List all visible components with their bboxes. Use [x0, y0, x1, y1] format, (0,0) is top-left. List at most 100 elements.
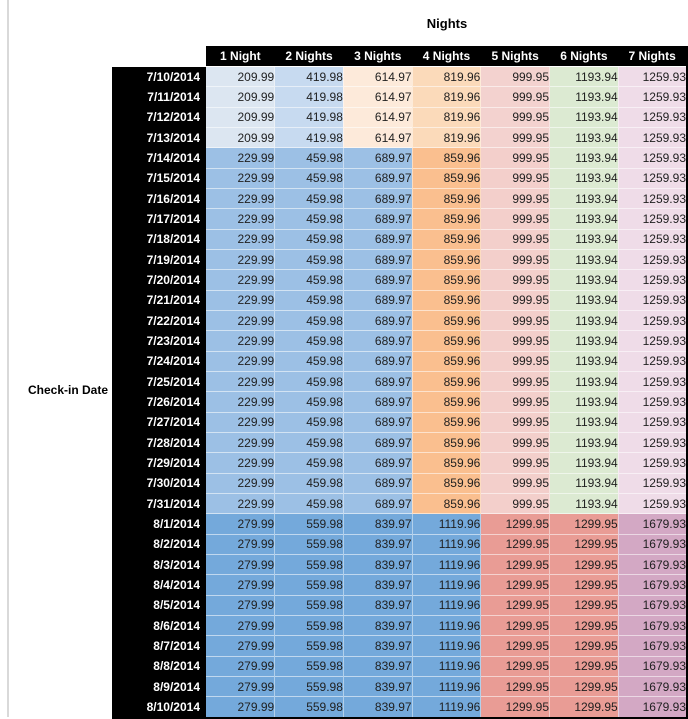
price-cell[interactable]: 1259.93 [617, 147, 688, 169]
price-cell[interactable]: 459.98 [274, 350, 344, 372]
price-cell[interactable]: 459.98 [274, 208, 344, 230]
price-cell[interactable]: 1119.96 [411, 655, 481, 677]
row-header-date[interactable]: 7/25/2014 [112, 371, 206, 392]
price-cell[interactable]: 1259.93 [617, 452, 688, 474]
column-header-7-nights[interactable]: 7 Nights [618, 46, 688, 67]
price-cell[interactable]: 999.95 [480, 431, 550, 453]
price-cell[interactable]: 859.96 [411, 431, 481, 453]
price-cell[interactable]: 689.97 [342, 370, 413, 392]
row-header-date[interactable]: 7/22/2014 [112, 310, 206, 331]
price-cell[interactable]: 1299.95 [549, 675, 619, 697]
price-cell[interactable]: 839.97 [342, 696, 413, 719]
price-cell[interactable]: 859.96 [411, 370, 481, 392]
price-cell[interactable]: 859.96 [411, 147, 481, 169]
price-cell[interactable]: 839.97 [342, 533, 413, 555]
row-header-date[interactable]: 8/6/2014 [112, 615, 206, 636]
price-cell[interactable]: 229.99 [206, 289, 275, 311]
row-header-date[interactable]: 7/23/2014 [112, 330, 206, 352]
row-header-date[interactable]: 7/30/2014 [112, 473, 206, 494]
price-cell[interactable]: 999.95 [480, 289, 550, 311]
price-cell[interactable]: 859.96 [411, 411, 481, 433]
row-header-date[interactable]: 7/29/2014 [112, 452, 206, 474]
price-cell[interactable]: 459.98 [274, 248, 344, 270]
price-cell[interactable]: 1259.93 [617, 431, 688, 453]
price-cell[interactable]: 689.97 [342, 147, 413, 169]
price-cell[interactable]: 839.97 [342, 513, 413, 535]
price-cell[interactable]: 689.97 [342, 228, 413, 250]
price-cell[interactable]: 229.99 [206, 330, 275, 352]
row-header-date[interactable]: 8/7/2014 [112, 635, 206, 657]
price-cell[interactable]: 689.97 [342, 452, 413, 474]
price-cell[interactable]: 1259.93 [617, 228, 688, 250]
price-cell[interactable]: 1299.95 [549, 614, 619, 636]
row-header-date[interactable]: 7/21/2014 [112, 290, 206, 311]
price-cell[interactable]: 859.96 [411, 391, 481, 413]
price-cell[interactable]: 229.99 [206, 187, 275, 209]
price-cell[interactable]: 459.98 [274, 492, 344, 514]
price-cell[interactable]: 1193.94 [549, 492, 619, 514]
price-cell[interactable]: 1193.94 [549, 147, 619, 169]
price-cell[interactable]: 1299.95 [480, 614, 550, 636]
row-header-date[interactable]: 7/19/2014 [112, 249, 206, 270]
price-cell[interactable]: 1259.93 [617, 370, 688, 392]
price-cell[interactable]: 1299.95 [549, 513, 619, 535]
price-cell[interactable]: 1299.95 [480, 696, 550, 719]
price-cell[interactable]: 279.99 [206, 696, 275, 719]
price-cell[interactable]: 689.97 [342, 289, 413, 311]
price-cell[interactable]: 999.95 [480, 126, 550, 148]
price-cell[interactable]: 1679.93 [617, 594, 688, 616]
price-cell[interactable]: 1193.94 [549, 289, 619, 311]
price-cell[interactable]: 209.99 [206, 86, 275, 108]
price-cell[interactable]: 1259.93 [617, 492, 688, 514]
price-cell[interactable]: 999.95 [480, 228, 550, 250]
price-cell[interactable]: 859.96 [411, 330, 481, 352]
price-cell[interactable]: 1679.93 [617, 635, 688, 657]
price-cell[interactable]: 1679.93 [617, 513, 688, 535]
row-header-date[interactable]: 7/27/2014 [112, 412, 206, 433]
price-cell[interactable]: 229.99 [206, 147, 275, 169]
price-cell[interactable]: 229.99 [206, 492, 275, 514]
price-cell[interactable]: 229.99 [206, 370, 275, 392]
column-header-2-nights[interactable]: 2 Nights [274, 46, 344, 67]
price-cell[interactable]: 859.96 [411, 350, 481, 372]
price-cell[interactable]: 1679.93 [617, 655, 688, 677]
price-cell[interactable]: 419.98 [274, 126, 344, 148]
price-cell[interactable]: 689.97 [342, 431, 413, 453]
price-cell[interactable]: 1299.95 [549, 655, 619, 677]
row-header-date[interactable]: 7/11/2014 [112, 86, 206, 108]
price-cell[interactable]: 1193.94 [549, 411, 619, 433]
row-header-date[interactable]: 7/15/2014 [112, 168, 206, 189]
price-cell[interactable]: 279.99 [206, 635, 275, 657]
price-cell[interactable]: 229.99 [206, 452, 275, 474]
price-cell[interactable]: 1193.94 [549, 452, 619, 474]
price-cell[interactable]: 819.96 [411, 86, 481, 108]
price-cell[interactable]: 1679.93 [617, 696, 688, 719]
price-cell[interactable]: 1259.93 [617, 208, 688, 230]
price-cell[interactable]: 839.97 [342, 594, 413, 616]
price-cell[interactable]: 839.97 [342, 614, 413, 636]
price-cell[interactable]: 1193.94 [549, 167, 619, 189]
price-cell[interactable]: 1299.95 [480, 675, 550, 697]
row-header-date[interactable]: 8/3/2014 [112, 554, 206, 575]
price-cell[interactable]: 1259.93 [617, 391, 688, 413]
row-header-date[interactable]: 8/10/2014 [112, 696, 206, 719]
price-cell[interactable]: 1259.93 [617, 289, 688, 311]
price-cell[interactable]: 279.99 [206, 675, 275, 697]
row-header-date[interactable]: 7/28/2014 [112, 432, 206, 453]
price-cell[interactable]: 1299.95 [480, 553, 550, 575]
row-header-date[interactable]: 8/4/2014 [112, 574, 206, 596]
price-cell[interactable]: 689.97 [342, 411, 413, 433]
price-cell[interactable]: 689.97 [342, 492, 413, 514]
price-cell[interactable]: 229.99 [206, 431, 275, 453]
row-header-date[interactable]: 8/8/2014 [112, 656, 206, 677]
price-cell[interactable]: 559.98 [274, 533, 344, 555]
price-cell[interactable]: 559.98 [274, 594, 344, 616]
price-cell[interactable]: 419.98 [274, 106, 344, 128]
price-cell[interactable]: 229.99 [206, 228, 275, 250]
price-cell[interactable]: 859.96 [411, 492, 481, 514]
price-cell[interactable]: 1259.93 [617, 167, 688, 189]
price-cell[interactable]: 999.95 [480, 106, 550, 128]
price-cell[interactable]: 859.96 [411, 309, 481, 331]
price-cell[interactable]: 1193.94 [549, 431, 619, 453]
price-cell[interactable]: 1259.93 [617, 106, 688, 128]
